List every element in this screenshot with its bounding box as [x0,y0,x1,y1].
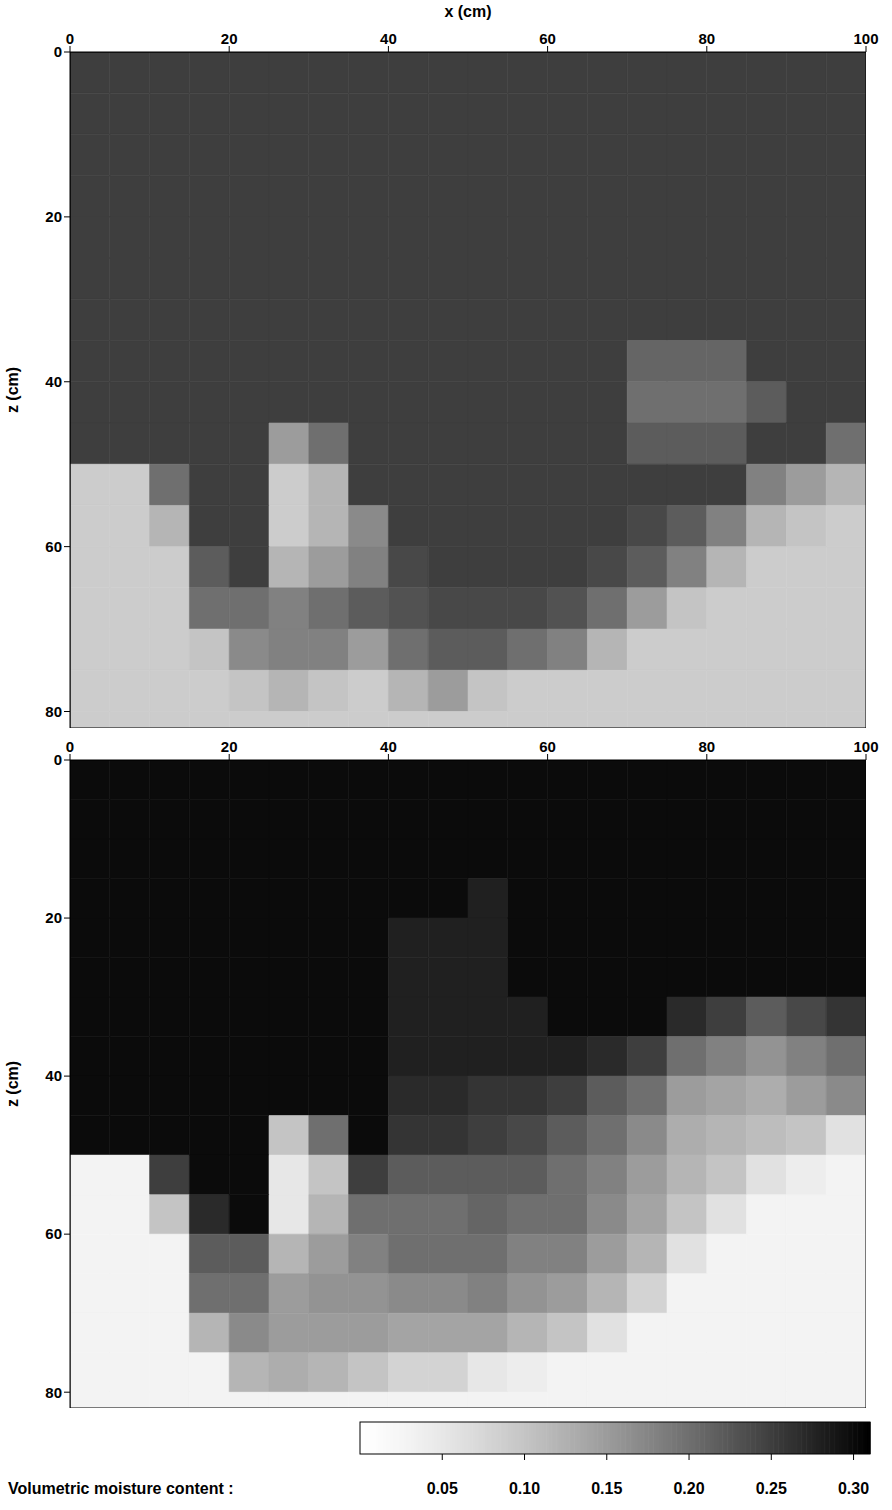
svg-text:80: 80 [45,1384,62,1401]
svg-text:0.20: 0.20 [673,1480,704,1497]
svg-text:100: 100 [853,738,878,755]
svg-text:40: 40 [45,1067,62,1084]
svg-text:Volumetric moisture content :: Volumetric moisture content : [8,1480,234,1497]
svg-text:80: 80 [698,30,715,47]
svg-text:0: 0 [66,738,74,755]
svg-text:40: 40 [380,738,397,755]
svg-text:0.15: 0.15 [591,1480,622,1497]
svg-text:40: 40 [380,30,397,47]
svg-text:20: 20 [45,208,62,225]
svg-text:20: 20 [45,909,62,926]
svg-text:20: 20 [221,738,238,755]
svg-text:40: 40 [45,373,62,390]
svg-text:60: 60 [539,30,556,47]
svg-text:0.25: 0.25 [756,1480,787,1497]
svg-text:z (cm): z (cm) [4,1061,21,1107]
svg-text:0: 0 [54,43,62,60]
svg-text:0.10: 0.10 [509,1480,540,1497]
svg-text:z (cm): z (cm) [4,367,21,413]
svg-text:60: 60 [45,1225,62,1242]
svg-text:0: 0 [66,30,74,47]
svg-text:80: 80 [45,703,62,720]
svg-text:60: 60 [539,738,556,755]
html-text:x (cm): x (cm) [444,3,492,20]
svg-text:60: 60 [45,538,62,555]
svg-text:80: 80 [698,738,715,755]
svg-text:0.30: 0.30 [838,1480,869,1497]
svg-text:100: 100 [853,30,878,47]
svg-text:20: 20 [221,30,238,47]
svg-text:0: 0 [54,751,62,768]
svg-text:0.05: 0.05 [427,1480,458,1497]
